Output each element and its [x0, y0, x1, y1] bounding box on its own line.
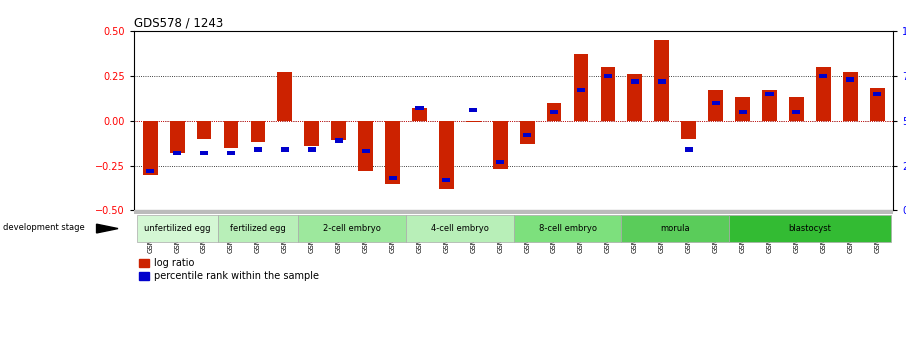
Text: unfertilized egg: unfertilized egg — [144, 224, 210, 233]
Bar — [735, 97, 750, 121]
Polygon shape — [97, 224, 118, 233]
Bar — [681, 121, 696, 139]
Bar — [439, 121, 454, 189]
Bar — [550, 109, 558, 114]
Bar — [762, 90, 776, 121]
Bar — [793, 109, 800, 114]
Bar — [224, 121, 238, 148]
Bar — [729, 215, 891, 242]
Bar — [604, 73, 612, 78]
Bar — [146, 169, 154, 173]
Bar — [631, 79, 639, 83]
Bar — [466, 121, 481, 122]
Bar — [766, 92, 774, 96]
Bar — [281, 147, 289, 152]
Text: 2-cell embryo: 2-cell embryo — [323, 224, 381, 233]
Bar — [685, 147, 693, 152]
Bar — [870, 88, 884, 121]
Text: blastocyst: blastocyst — [788, 224, 832, 233]
Bar — [358, 121, 373, 171]
Bar — [654, 40, 670, 121]
Bar — [573, 55, 588, 121]
Bar — [658, 79, 666, 83]
Bar — [406, 215, 514, 242]
Bar — [546, 103, 562, 121]
Text: GDS578 / 1243: GDS578 / 1243 — [134, 17, 224, 30]
Bar — [873, 92, 882, 96]
Text: morula: morula — [660, 224, 690, 233]
Bar — [416, 106, 423, 110]
Legend: log ratio, percentile rank within the sample: log ratio, percentile rank within the sa… — [139, 258, 319, 282]
Bar — [514, 215, 622, 242]
Text: fertilized egg: fertilized egg — [230, 224, 285, 233]
Bar — [173, 151, 181, 155]
Bar — [197, 121, 211, 139]
Bar — [577, 88, 585, 92]
Bar — [332, 121, 346, 140]
Bar — [412, 108, 427, 121]
Bar — [169, 121, 185, 153]
Text: 8-cell embryo: 8-cell embryo — [538, 224, 596, 233]
Text: development stage: development stage — [3, 223, 84, 231]
Bar — [622, 215, 729, 242]
Bar — [385, 121, 400, 184]
Bar — [442, 178, 450, 182]
Bar — [361, 149, 370, 154]
Bar — [334, 138, 342, 143]
Bar — [308, 147, 316, 152]
Bar — [200, 151, 208, 155]
Bar — [217, 215, 298, 242]
Bar — [628, 74, 642, 121]
Bar — [520, 121, 535, 144]
Bar — [251, 121, 265, 142]
Bar — [843, 72, 858, 121]
Bar — [493, 121, 507, 169]
Bar — [523, 133, 531, 137]
Bar — [819, 73, 827, 78]
Bar — [846, 77, 854, 82]
Bar — [304, 121, 319, 146]
Bar — [708, 90, 723, 121]
Bar — [254, 147, 262, 152]
Bar — [143, 121, 158, 175]
Bar — [816, 67, 831, 121]
Bar — [298, 215, 406, 242]
Bar — [738, 109, 747, 114]
Bar — [227, 151, 235, 155]
Bar — [711, 101, 719, 105]
Bar — [277, 72, 293, 121]
Bar — [389, 176, 397, 180]
Bar — [601, 67, 615, 121]
Bar — [137, 215, 217, 242]
Bar — [789, 97, 804, 121]
Text: 4-cell embryo: 4-cell embryo — [431, 224, 489, 233]
Bar — [469, 108, 477, 112]
Bar — [496, 160, 505, 164]
